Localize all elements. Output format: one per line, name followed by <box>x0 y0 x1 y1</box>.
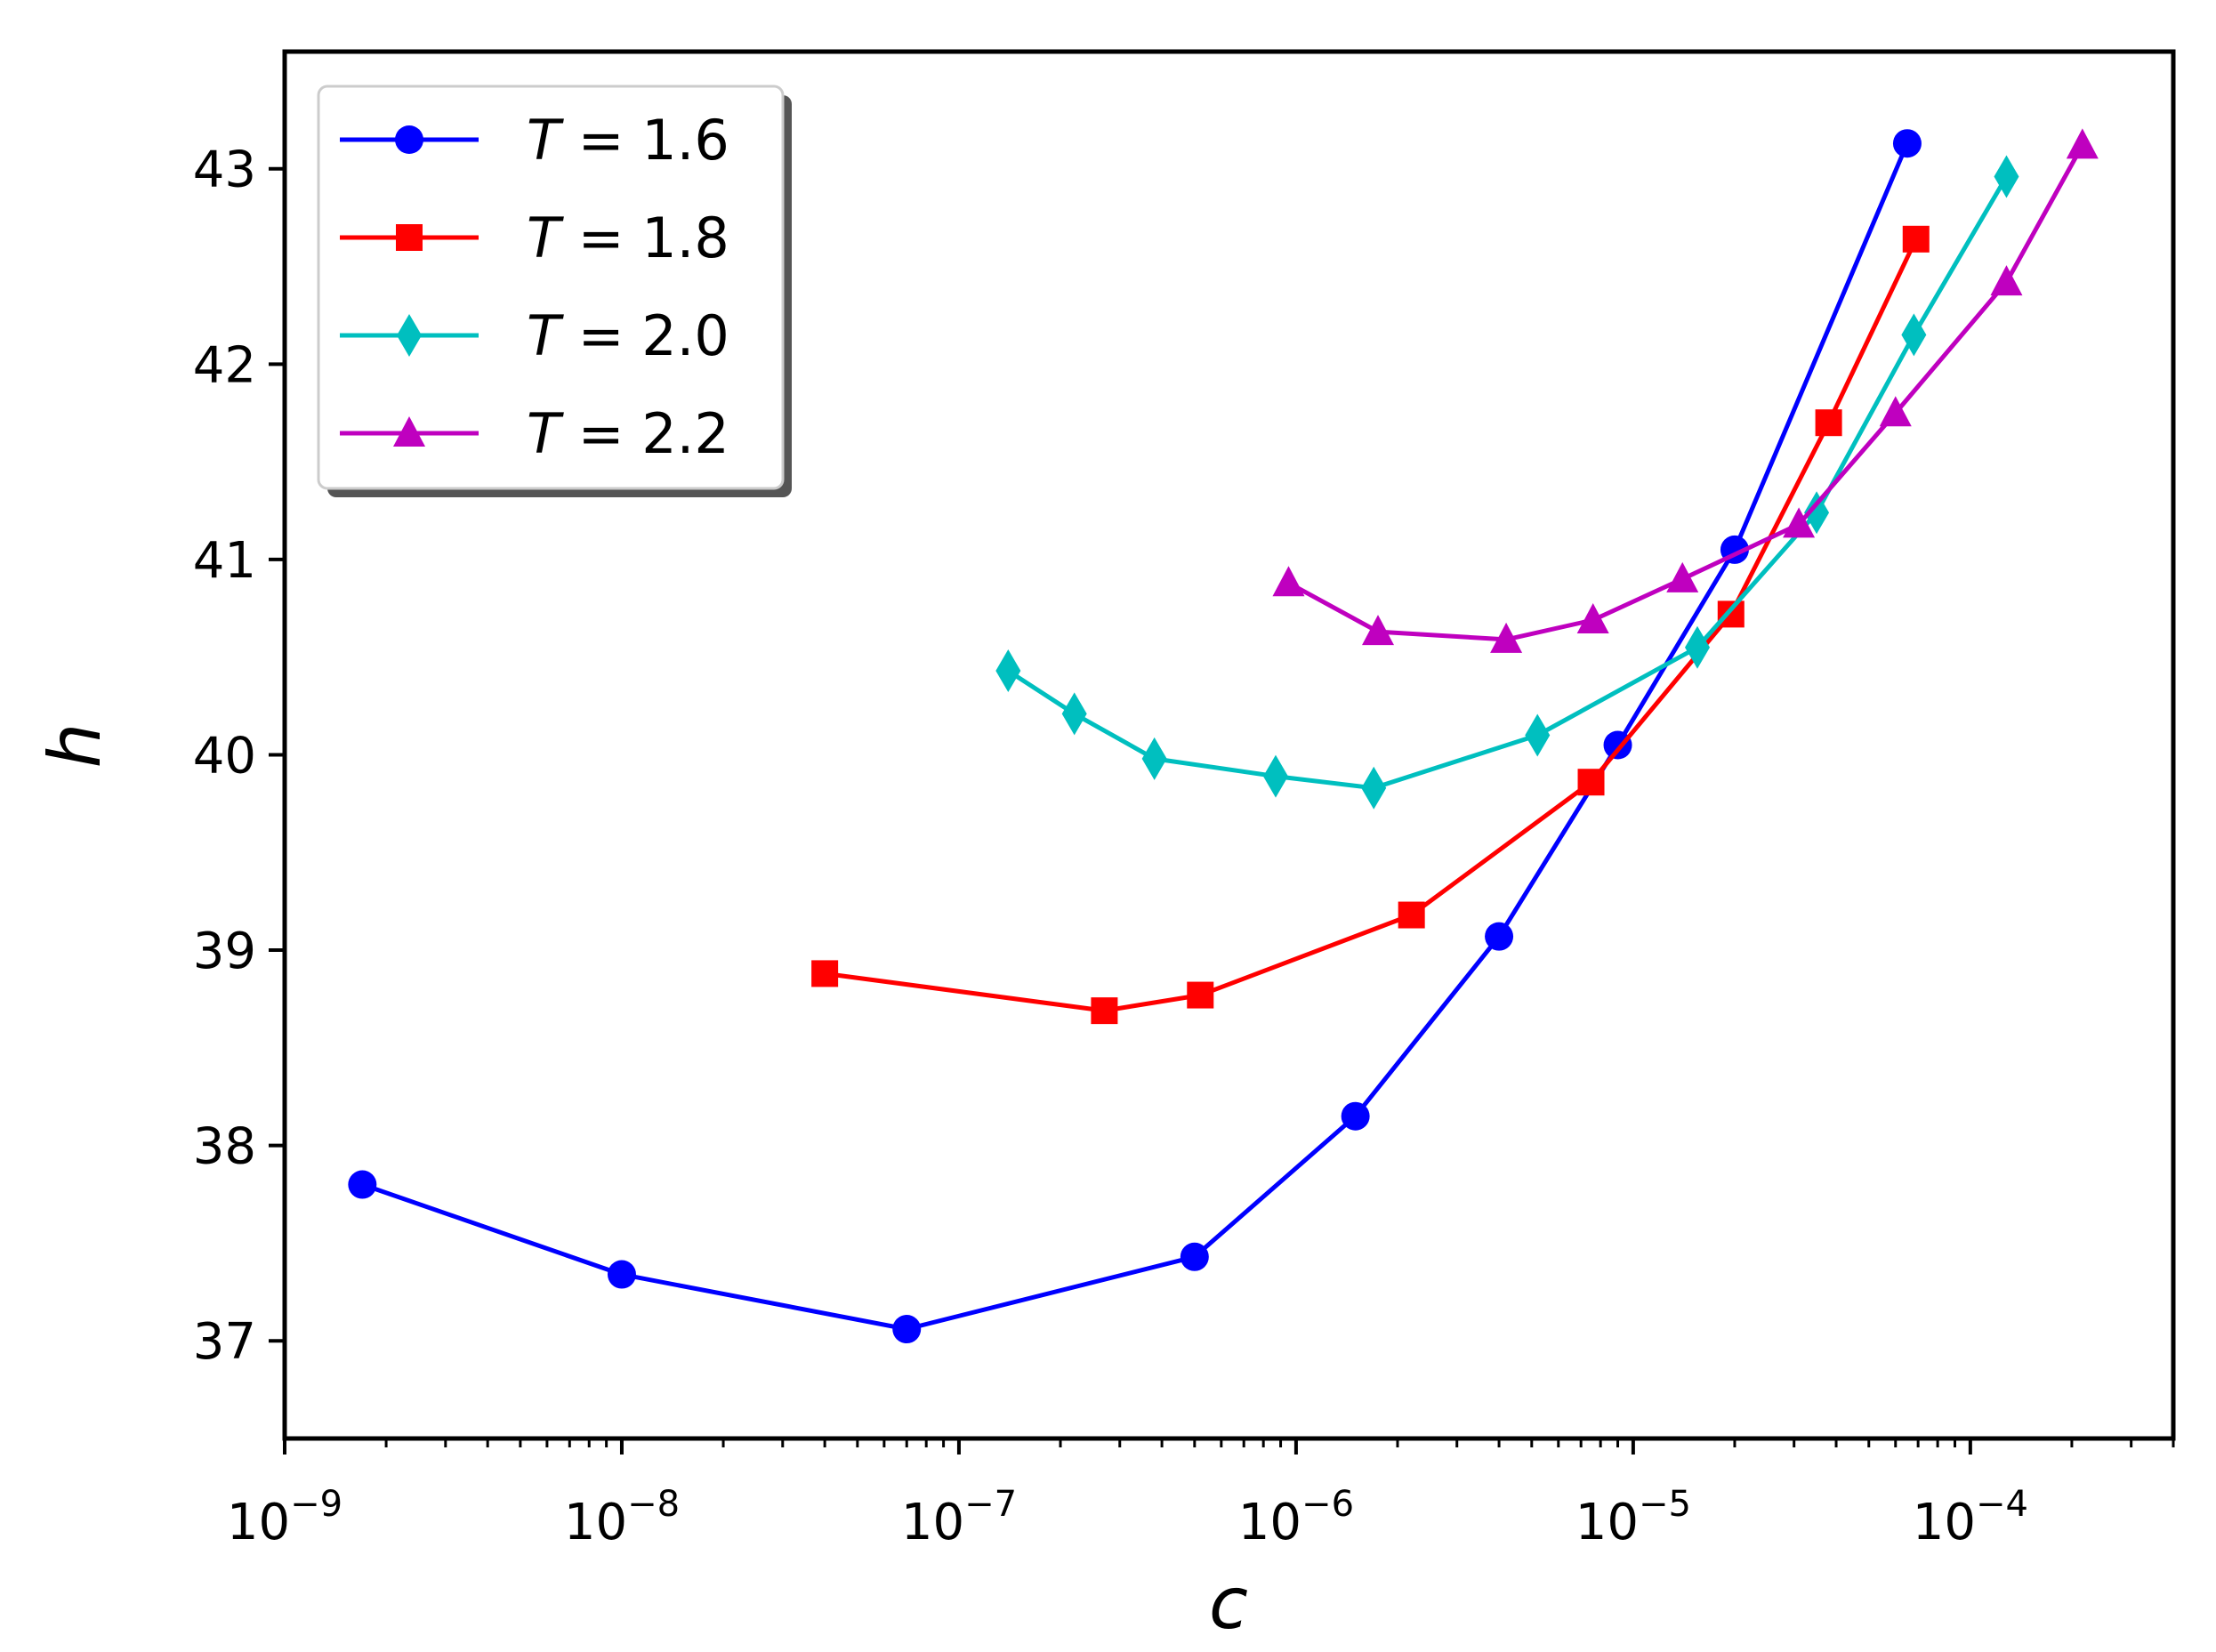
data-point <box>1577 769 1605 796</box>
data-point <box>2066 128 2099 159</box>
y-tick-label: 42 <box>193 336 256 394</box>
data-point <box>1994 155 2019 198</box>
legend-label: T = 2.0 <box>527 303 729 368</box>
data-point <box>995 649 1021 693</box>
data-point <box>348 1170 377 1199</box>
y-tick-label: 41 <box>193 532 256 590</box>
data-point <box>1603 730 1632 760</box>
data-point <box>1490 622 1523 653</box>
legend-label: T = 2.2 <box>527 401 729 466</box>
legend-entry-3: T = 2.0 <box>340 303 729 368</box>
x-tick-label: 10−9 <box>227 1484 342 1551</box>
series-2 <box>811 225 1930 1025</box>
data-point <box>892 1315 922 1344</box>
legend-marker <box>395 125 423 154</box>
data-point <box>1804 491 1830 535</box>
data-point <box>1061 692 1087 736</box>
y-axis-label: h <box>34 723 117 769</box>
legend-label: T = 1.6 <box>527 108 729 173</box>
data-point <box>1902 225 1930 253</box>
data-point <box>1262 754 1288 798</box>
data-point <box>1180 1242 1209 1271</box>
data-point <box>1091 997 1118 1025</box>
x-tick-label: 10−8 <box>564 1484 680 1551</box>
x-tick-label: 10−4 <box>1913 1484 2028 1551</box>
legend-entry-2: T = 1.8 <box>340 205 729 270</box>
data-point <box>1892 129 1922 158</box>
data-point <box>607 1260 636 1289</box>
data-point <box>1576 602 1609 633</box>
legend: T = 1.6 T = 1.8 T = 2.0 T = 2.2 <box>317 85 792 497</box>
data-point <box>811 960 839 987</box>
data-point <box>1272 566 1305 597</box>
x-tick-label: 10−6 <box>1238 1484 1354 1551</box>
data-point <box>1341 1101 1370 1131</box>
y-axis: 37 38 39 40 41 42 43 <box>193 141 285 1371</box>
x-axis: 10−9 10−8 10−7 10−6 10−5 10−4 <box>227 1438 2175 1551</box>
data-point <box>1666 561 1699 592</box>
data-point <box>1901 313 1927 357</box>
legend-entry-4: T = 2.2 <box>340 401 729 466</box>
y-tick-label: 43 <box>193 141 256 199</box>
legend-marker <box>397 314 422 357</box>
legend-marker <box>396 224 423 251</box>
legend-entry-1: T = 1.6 <box>340 108 729 173</box>
data-point <box>1362 615 1395 646</box>
data-point <box>1990 265 2023 296</box>
legend-marker <box>393 416 425 447</box>
series-4 <box>1272 128 2099 653</box>
data-point <box>1879 396 1912 427</box>
x-tick-label: 10−5 <box>1575 1484 1691 1551</box>
data-point <box>1525 713 1551 757</box>
series-layer <box>348 128 2099 1344</box>
series-line <box>1006 175 2009 791</box>
data-point <box>1815 409 1842 437</box>
y-tick-label: 37 <box>193 1313 256 1371</box>
data-point <box>1783 507 1816 538</box>
y-tick-label: 38 <box>193 1118 256 1176</box>
legend-box <box>317 85 785 490</box>
series-line <box>824 238 1919 1013</box>
data-point <box>1485 922 1514 951</box>
legend-label: T = 1.8 <box>527 205 729 270</box>
y-tick-label: 40 <box>193 727 256 785</box>
x-tick-label: 10−7 <box>901 1484 1017 1551</box>
y-tick-label: 39 <box>193 923 256 980</box>
data-point <box>1717 600 1745 628</box>
plot-frame <box>282 49 2176 1441</box>
x-axis-label: c <box>1209 1562 1248 1645</box>
data-point <box>1685 625 1711 669</box>
data-point <box>1398 901 1425 929</box>
series-3 <box>995 155 2019 810</box>
data-point <box>1187 981 1214 1009</box>
data-point <box>1141 737 1167 780</box>
data-point <box>1361 766 1387 810</box>
series-1 <box>348 129 1922 1344</box>
